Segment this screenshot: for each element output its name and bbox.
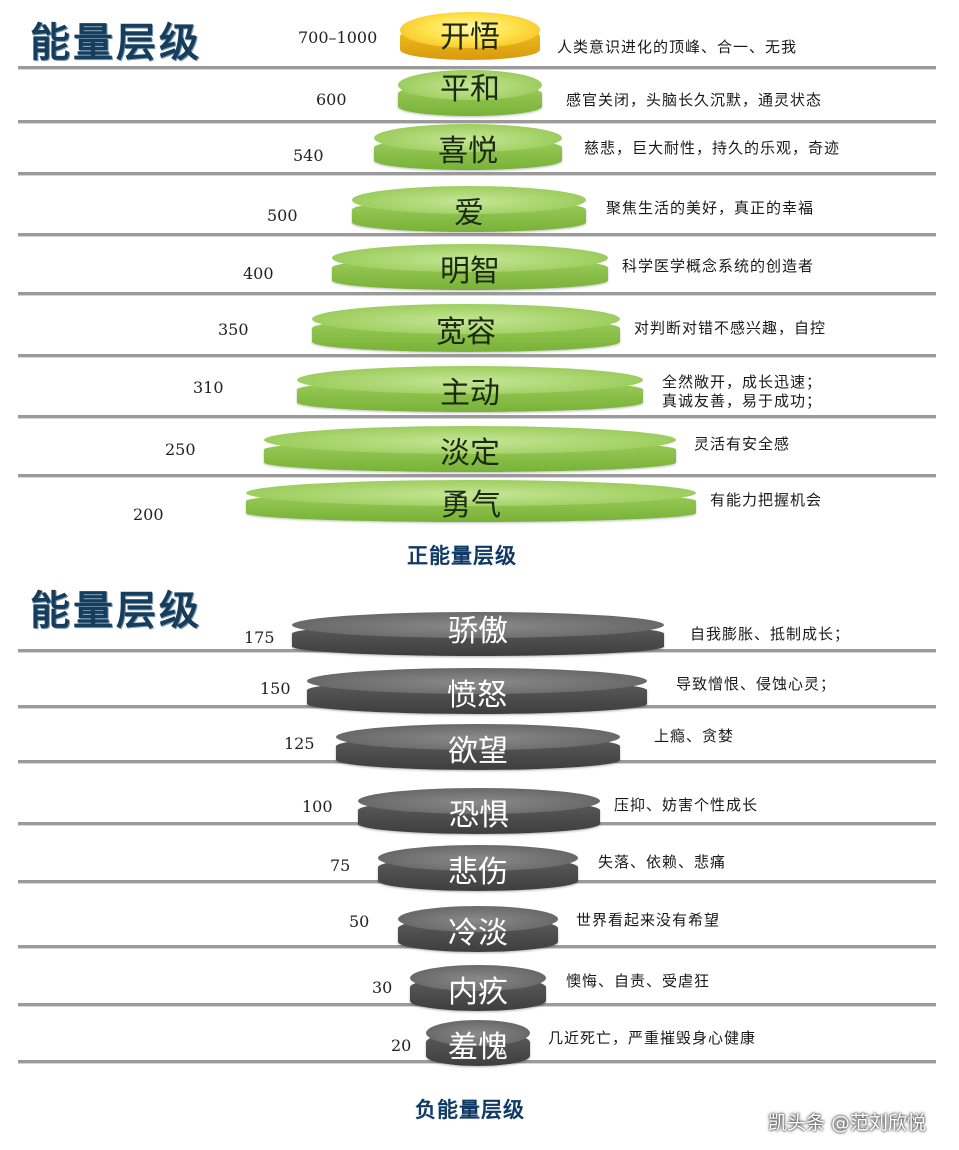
level-label: 恐惧 (449, 798, 509, 833)
level-disc-reason: 明智 (332, 244, 608, 290)
level-disc-joy: 喜悦 (374, 124, 562, 170)
level-label: 羞愧 (448, 1030, 508, 1065)
level-label: 骄傲 (448, 614, 508, 649)
level-label: 主动 (440, 376, 500, 411)
level-value: 200 (133, 505, 164, 524)
level-description: 压抑、妨害个性成长 (614, 796, 759, 814)
level-divider (18, 292, 936, 295)
level-label: 爱 (454, 196, 484, 231)
level-description: 上瘾、贪婪 (654, 727, 735, 745)
level-description: 懊悔、自责、受虐狂 (566, 972, 711, 990)
level-disc-fear: 恐惧 (358, 788, 600, 834)
level-value: 20 (391, 1036, 412, 1055)
level-label: 淡定 (440, 436, 500, 471)
level-value: 310 (193, 378, 224, 397)
level-disc-willingness: 主动 (297, 366, 643, 412)
level-value: 600 (316, 90, 347, 109)
level-label: 欲望 (448, 734, 508, 769)
level-label: 平和 (440, 72, 500, 107)
level-description: 感官关闭，头脑长久沉默，通灵状态 (566, 91, 823, 109)
level-label: 冷淡 (448, 916, 508, 951)
level-description: 失落、依赖、悲痛 (598, 853, 727, 871)
watermark: 凯头条 @范刘欣悦 (768, 1112, 927, 1134)
level-disc-courage: 勇气 (246, 480, 696, 522)
positive-section-caption: 正能量层级 (407, 544, 517, 568)
level-disc-guilt: 内疚 (410, 965, 546, 1011)
level-value: 75 (330, 856, 351, 875)
level-disc-apathy: 冷淡 (398, 906, 558, 952)
level-description: 几近死亡，严重摧毁身心健康 (548, 1029, 757, 1047)
negative-section-heading: 能量层级 (30, 588, 202, 634)
level-description: 对判断对错不感兴趣，自控 (634, 319, 827, 337)
level-label: 宽容 (436, 315, 496, 350)
level-disc-grief: 悲伤 (378, 845, 578, 891)
level-value: 150 (260, 679, 291, 698)
level-disc-desire: 欲望 (336, 724, 620, 770)
level-value: 540 (293, 146, 324, 165)
level-disc-neutrality: 淡定 (264, 426, 676, 472)
level-disc-shame: 羞愧 (426, 1020, 530, 1066)
level-description-line-2: 真诚友善，易于成功； (662, 392, 823, 410)
level-value: 50 (349, 912, 370, 931)
level-divider (18, 415, 936, 418)
level-divider (18, 120, 936, 123)
level-divider (18, 172, 936, 175)
level-value: 125 (284, 734, 315, 753)
level-description: 科学医学概念系统的创造者 (622, 257, 815, 275)
level-description: 聚焦生活的美好，真正的幸福 (606, 199, 815, 217)
level-value: 175 (244, 628, 275, 647)
level-disc-pride: 骄傲 (292, 612, 664, 656)
level-divider (18, 354, 936, 357)
negative-section-caption: 负能量层级 (415, 1098, 525, 1122)
level-label: 勇气 (441, 488, 501, 523)
level-disc-acceptance: 宽容 (312, 304, 620, 352)
level-description: 有能力把握机会 (710, 491, 823, 509)
level-description: 世界看起来没有希望 (576, 911, 721, 929)
level-value: 30 (372, 978, 393, 997)
level-disc-anger: 愤怒 (307, 668, 647, 714)
level-disc-enlightenment: 开悟 (400, 12, 540, 60)
level-description: 慈悲，巨大耐性，持久的乐观，奇迹 (584, 139, 841, 157)
level-description: 导致憎恨、侵蚀心灵； (676, 675, 837, 693)
level-label: 内疚 (448, 975, 508, 1010)
level-divider (18, 66, 936, 69)
level-disc-peace: 平和 (398, 70, 542, 116)
level-description: 自我膨胀、抵制成长； (690, 625, 851, 643)
level-label: 明智 (440, 254, 500, 289)
level-value: 100 (302, 797, 333, 816)
level-description: 人类意识进化的顶峰、合一、无我 (557, 38, 798, 56)
level-description: 全然敞开，成长迅速； (662, 373, 823, 391)
level-label: 愤怒 (447, 678, 507, 713)
level-label: 开悟 (440, 20, 500, 55)
level-value: 350 (218, 320, 249, 339)
level-value: 700–1000 (298, 28, 378, 47)
level-divider (18, 474, 936, 477)
level-description: 灵活有安全感 (694, 435, 791, 453)
positive-section-heading: 能量层级 (30, 20, 202, 66)
level-label: 悲伤 (448, 855, 508, 890)
level-value: 500 (267, 206, 298, 225)
level-value: 400 (243, 264, 274, 283)
level-disc-love: 爱 (352, 186, 586, 232)
level-value: 250 (165, 440, 196, 459)
level-label: 喜悦 (438, 134, 498, 169)
level-divider (18, 233, 936, 236)
